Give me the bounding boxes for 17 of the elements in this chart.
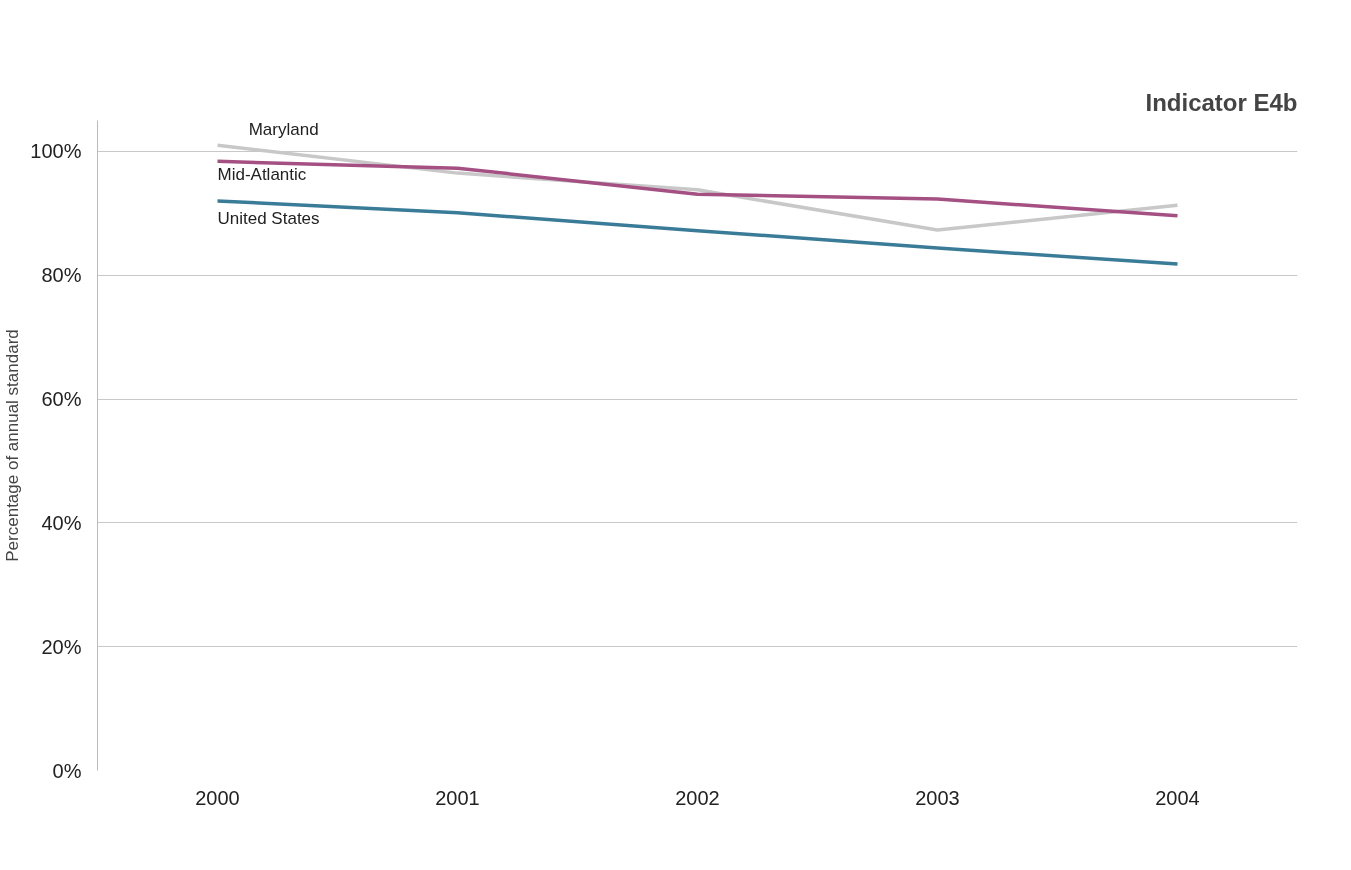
x-tick-label: 2000	[195, 786, 240, 809]
y-axis-title: Percentage of annual standard	[3, 329, 23, 562]
y-tick-label: 0%	[52, 759, 82, 782]
y-tick-label: 60%	[41, 388, 82, 411]
y-tick-label: 40%	[41, 511, 82, 534]
y-tick-label: 100%	[30, 140, 82, 163]
y-tick-label: 20%	[41, 635, 82, 658]
x-tick-label: 2004	[1155, 786, 1200, 809]
series-label: Mid-Atlantic	[217, 165, 307, 185]
line-series	[215, 199, 1180, 266]
x-tick-label: 2002	[675, 786, 720, 809]
chart-title: Indicator E4b	[1145, 88, 1298, 116]
y-tick-label: 80%	[41, 264, 82, 287]
series-label: United States	[217, 208, 320, 228]
x-tick-label: 2003	[915, 786, 960, 809]
x-tick-label: 2001	[435, 786, 480, 809]
series-label: Maryland	[248, 120, 319, 140]
